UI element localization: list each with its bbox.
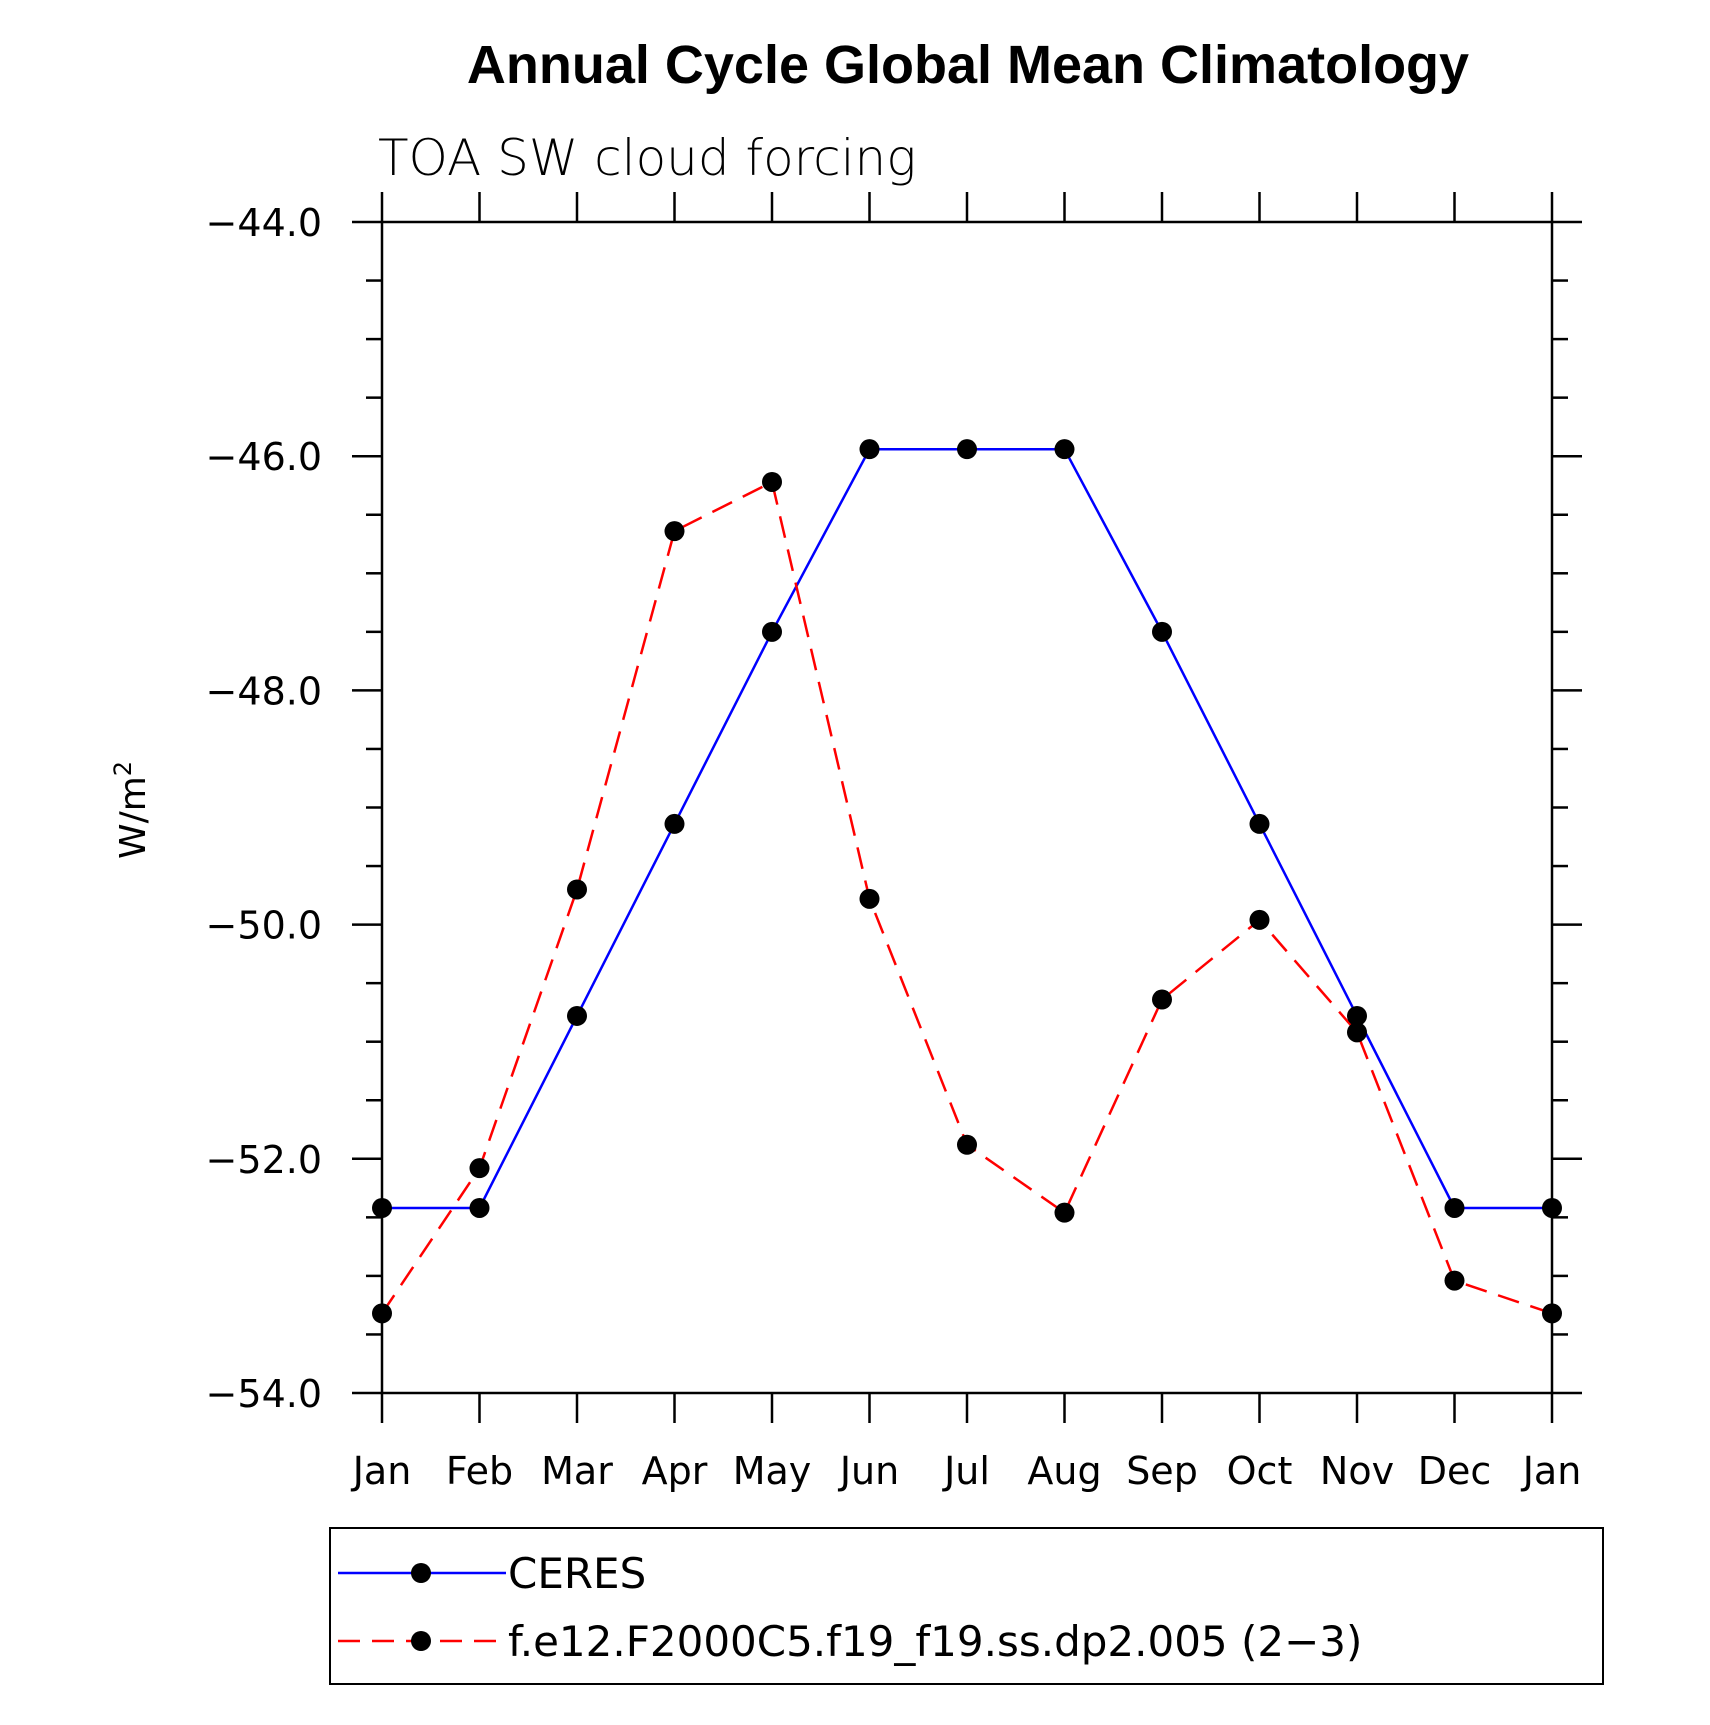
chart-subtitle: TOA SW cloud forcing xyxy=(378,129,916,187)
x-tick-label: Dec xyxy=(1418,1449,1492,1493)
series-1-point xyxy=(859,888,880,909)
series-1-point xyxy=(469,1158,490,1179)
series-1-point xyxy=(1444,1270,1465,1291)
series-1-point xyxy=(567,879,587,900)
x-tick-labels: Jan Feb Mar Apr May Jun Jul Aug Sep Oct Nov Dec Jan xyxy=(351,1449,1582,1493)
series-1-point xyxy=(1347,1022,1367,1043)
series-1-point xyxy=(1542,1303,1562,1324)
series-0-point xyxy=(469,1197,490,1218)
series-0-point xyxy=(1249,813,1270,834)
series-0-point xyxy=(567,1005,587,1026)
series-1-point xyxy=(1054,1202,1075,1223)
x-tick-label: Feb xyxy=(446,1449,513,1493)
chart-title: Annual Cycle Global Mean Climatology xyxy=(467,35,1469,95)
y-tick-label: −54.0 xyxy=(206,1372,322,1416)
x-tick-label: Jan xyxy=(1521,1449,1582,1493)
x-tick-label: Jul xyxy=(942,1449,990,1493)
series-1-point xyxy=(664,521,685,542)
y-tick-label: −48.0 xyxy=(206,669,322,713)
svg-text:W/m2: W/m2 xyxy=(109,761,154,859)
series-1-point xyxy=(1152,989,1172,1010)
series-0-point xyxy=(372,1197,392,1218)
x-tick-label: Jun xyxy=(838,1449,899,1493)
legend: CERES f.e12.F2000C5.f19_f19.ss.dp2.005 (… xyxy=(329,1527,1604,1685)
series-1-point xyxy=(762,471,782,492)
x-tick-label: Aug xyxy=(1027,1449,1101,1493)
y-tick-labels: −44.0 −46.0 −48.0 −50.0 −52.0 −54.0 xyxy=(206,201,322,1416)
series-0-point xyxy=(1054,439,1075,460)
series-line-1 xyxy=(380,480,1553,1315)
x-tick-label: May xyxy=(733,1449,812,1493)
axis-ticks xyxy=(352,192,1582,1423)
legend-marker-ceres xyxy=(411,1563,431,1583)
x-tick-label: Oct xyxy=(1227,1449,1293,1493)
y-tick-label: −52.0 xyxy=(206,1138,322,1182)
series-line-0 xyxy=(382,447,1552,1210)
y-tick-label: −50.0 xyxy=(206,904,322,948)
series-0-point xyxy=(1444,1197,1465,1218)
legend-box xyxy=(329,1527,1604,1685)
legend-marker-model xyxy=(411,1631,431,1651)
series-layer xyxy=(372,439,1562,1324)
y-axis-label: W/m xyxy=(113,776,154,859)
x-tick-label: Sep xyxy=(1126,1449,1198,1493)
y-tick-label: −44.0 xyxy=(206,201,322,245)
series-0-point xyxy=(957,439,977,460)
series-1-point xyxy=(372,1303,392,1324)
y-axis-label-superscript: 2 xyxy=(109,761,137,776)
series-0-point xyxy=(664,813,685,834)
series-1-point xyxy=(1249,909,1270,930)
x-tick-label: Mar xyxy=(541,1449,613,1493)
series-0-point xyxy=(1152,621,1172,642)
x-tick-label: Nov xyxy=(1320,1449,1394,1493)
plot-frame xyxy=(380,220,1554,1395)
series-1-point xyxy=(957,1134,977,1155)
legend-label-ceres: CERES xyxy=(508,1549,646,1598)
y-tick-label: −46.0 xyxy=(206,435,322,479)
legend-label-model: f.e12.F2000C5.f19_f19.ss.dp2.005 (2−3) xyxy=(508,1617,1362,1666)
series-0-point xyxy=(1542,1197,1562,1218)
series-0-point xyxy=(859,439,880,460)
x-tick-label: Apr xyxy=(642,1449,708,1493)
series-0-point xyxy=(1347,1005,1367,1026)
y-axis-title: W/m2 xyxy=(109,761,154,859)
x-tick-label: Jan xyxy=(351,1449,412,1493)
series-0-point xyxy=(762,621,782,642)
